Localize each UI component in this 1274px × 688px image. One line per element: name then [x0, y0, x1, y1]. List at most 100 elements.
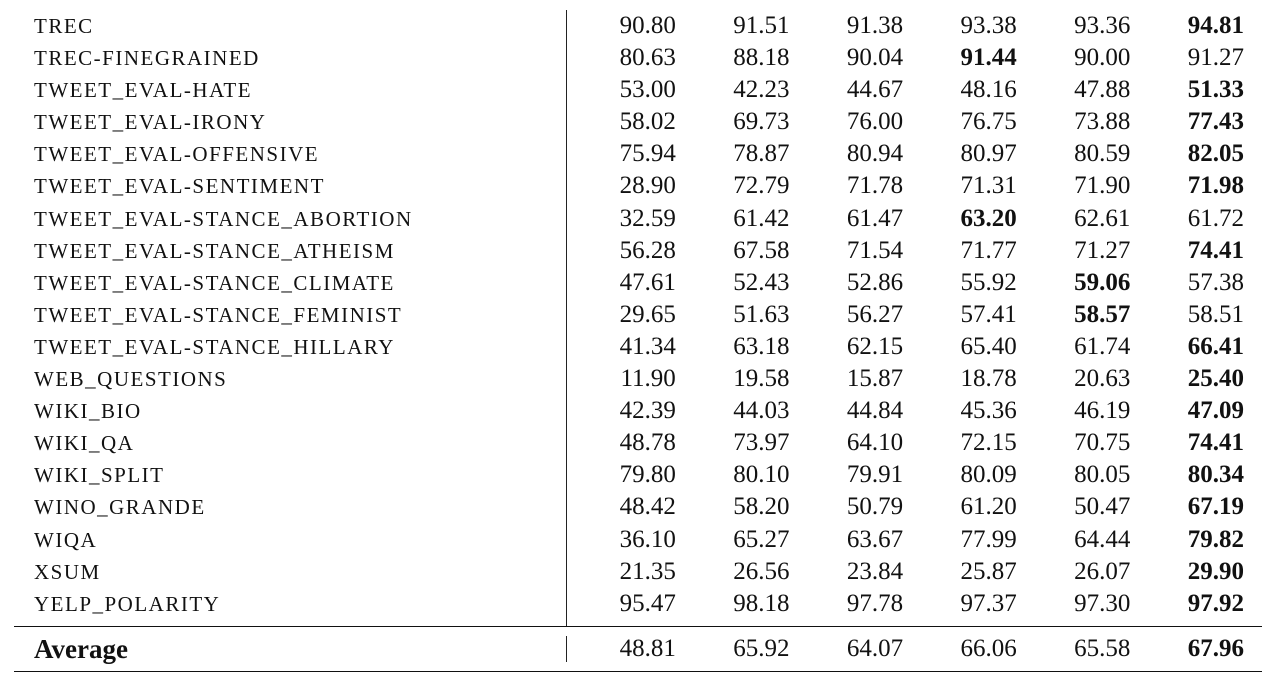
table-row: WIQA 36.10 65.27 63.67 77.99 64.44 79.82	[14, 523, 1262, 556]
score-cell: 47.88	[1074, 76, 1131, 104]
column-separator	[566, 395, 580, 428]
score-cell: 95.47	[619, 589, 676, 617]
score-cell: 21.35	[619, 557, 676, 585]
table-row: WIKI_BIO 42.39 44.03 44.84 45.36 46.19 47.09	[14, 395, 1262, 428]
table-row: TWEET_EVAL-OFFENSIVE 75.94 78.87 80.94 80.97…	[14, 138, 1262, 171]
vertical-rule	[566, 363, 568, 396]
score-cell: 25.87	[960, 557, 1017, 585]
score-cell: 90.00	[1074, 44, 1131, 72]
vertical-rule	[566, 587, 568, 620]
score-cell: 64.10	[846, 429, 904, 457]
score-cell: 61.72	[1187, 204, 1244, 232]
score-cell: 61.42	[733, 204, 790, 232]
dataset-name: TWEET_EVAL-SENTIMENT	[34, 174, 325, 199]
dataset-name: WINO_GRANDE	[34, 495, 206, 520]
column-separator	[566, 330, 580, 364]
dataset-name: TWEET_EVAL-STANCE_HILLARY	[34, 334, 395, 359]
score-cell: 48.81	[580, 625, 694, 672]
score-cell: 80.63	[619, 44, 676, 72]
score-cell: 58.51	[1187, 300, 1244, 328]
score-cell: 19.58	[733, 365, 790, 393]
column-separator	[566, 266, 580, 299]
dataset-name: TWEET_EVAL-STANCE_FEMINIST	[34, 302, 403, 327]
score-cell: 80.97	[960, 140, 1017, 168]
table-row: YELP_POLARITY 95.47 98.18 97.78 97.37 97.30 97…	[14, 587, 1262, 620]
score-cell: 15.87	[846, 365, 904, 393]
results-table-container: TREC 90.80 91.51 91.38 93.38 93.36 94.81 TREC-F…	[14, 10, 1262, 672]
column-separator	[566, 10, 580, 43]
column-separator	[566, 523, 580, 556]
vertical-rule	[566, 491, 568, 524]
vertical-rule	[566, 138, 568, 171]
score-cell: 71.77	[960, 236, 1017, 264]
score-cell: 53.00	[619, 76, 676, 104]
score-cell: 48.42	[619, 493, 676, 521]
dataset-name: TWEET_EVAL-IRONY	[34, 110, 267, 135]
score-cell: 67.19	[1187, 493, 1244, 521]
score-cell: 46.19	[1074, 397, 1131, 425]
score-cell: 57.38	[1187, 268, 1244, 296]
vertical-rule	[566, 74, 568, 107]
score-cell: 29.65	[619, 300, 676, 328]
dataset-name: WEB_QUESTIONS	[34, 367, 228, 392]
dataset-name: WIKI_BIO	[34, 399, 142, 424]
score-cell: 73.88	[1074, 108, 1131, 136]
score-cell: 72.15	[960, 429, 1017, 457]
vertical-rule	[566, 459, 568, 492]
score-cell: 97.78	[846, 589, 904, 617]
table-row: TWEET_EVAL-STANCE_FEMINIST 29.65 51.63 56.2…	[14, 298, 1262, 331]
score-cell: 65.58	[1034, 625, 1149, 672]
column-separator	[566, 427, 580, 460]
column-separator	[566, 363, 580, 396]
table-row: WINO_GRANDE 48.42 58.20 50.79 61.20 50.47 67.1…	[14, 491, 1262, 524]
score-cell: 63.67	[846, 525, 904, 553]
score-cell: 79.80	[619, 461, 676, 489]
average-row: Average 48.81 65.92 64.07 66.06 65.58 67.96	[14, 625, 1262, 672]
score-cell: 97.92	[1187, 589, 1244, 617]
score-cell: 51.63	[733, 300, 790, 328]
column-separator	[566, 619, 580, 627]
score-cell: 80.34	[1187, 461, 1244, 489]
score-cell: 77.43	[1187, 108, 1244, 136]
column-separator	[566, 587, 580, 620]
average-label: Average	[14, 625, 567, 672]
dataset-name: XSUM	[34, 559, 101, 584]
vertical-rule	[566, 234, 568, 267]
score-cell: 59.06	[1074, 268, 1131, 296]
dataset-name: TREC-FINEGRAINED	[34, 46, 260, 71]
results-table: TREC 90.80 91.51 91.38 93.38 93.36 94.81 TREC-F…	[14, 10, 1262, 672]
column-separator	[566, 42, 580, 75]
score-cell: 36.10	[619, 525, 676, 553]
score-cell: 77.99	[960, 525, 1017, 553]
score-cell: 71.31	[960, 172, 1017, 200]
score-cell: 73.97	[733, 429, 790, 457]
score-cell: 80.10	[733, 461, 790, 489]
score-cell: 97.37	[960, 589, 1017, 617]
vertical-rule	[566, 298, 568, 331]
score-cell: 78.87	[733, 140, 790, 168]
score-cell: 88.18	[733, 44, 790, 72]
score-cell: 63.20	[960, 204, 1017, 232]
vertical-rule	[566, 170, 568, 203]
vertical-rule	[566, 635, 568, 662]
score-cell: 58.20	[733, 493, 790, 521]
score-cell: 29.90	[1187, 557, 1244, 585]
score-cell: 55.92	[960, 268, 1017, 296]
score-cell: 61.20	[960, 493, 1017, 521]
score-cell: 74.41	[1187, 429, 1244, 457]
column-separator	[566, 555, 580, 588]
table-row: TWEET_EVAL-SENTIMENT 28.90 72.79 71.78 71.31…	[14, 170, 1262, 203]
score-cell: 51.33	[1187, 76, 1244, 104]
spacer-row	[14, 619, 1262, 627]
score-cell: 52.43	[733, 268, 790, 296]
score-cell: 67.58	[733, 236, 790, 264]
vertical-rule	[566, 395, 568, 428]
column-separator	[566, 202, 580, 235]
vertical-rule	[566, 266, 568, 299]
vertical-rule	[566, 523, 568, 556]
score-cell: 41.34	[619, 332, 676, 360]
score-cell: 65.40	[960, 332, 1017, 360]
score-cell: 93.38	[960, 12, 1017, 39]
vertical-rule	[566, 555, 568, 588]
score-cell: 32.59	[619, 204, 676, 232]
